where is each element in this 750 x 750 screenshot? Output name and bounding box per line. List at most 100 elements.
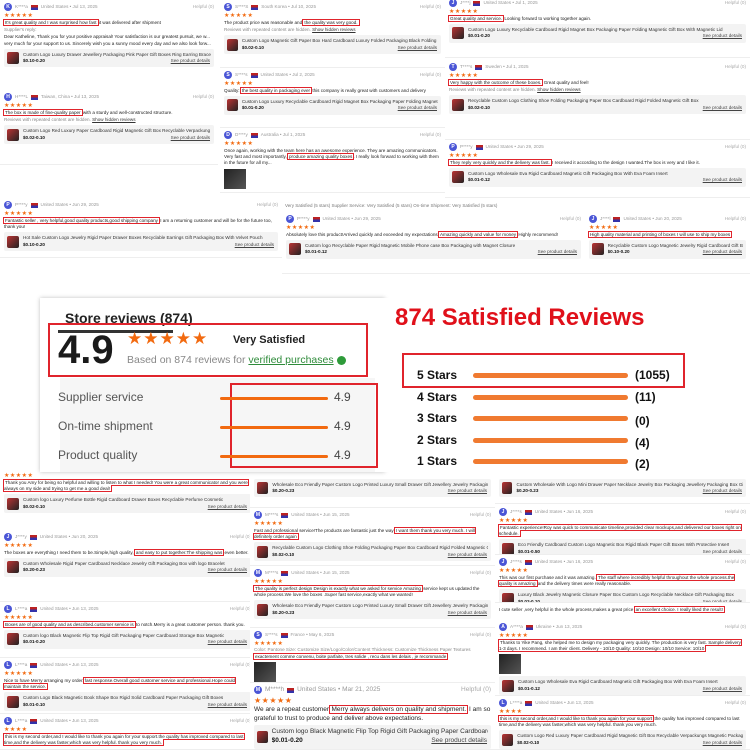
helpful-button[interactable]: Helpful (0) (469, 569, 491, 575)
product-title[interactable]: Custom Logo Wholesale Eva Rigid Cardboar… (468, 171, 668, 177)
product-card[interactable]: Wholesale Eco Friendly Paper Custom Logo… (254, 479, 491, 498)
helpful-button[interactable]: Helpful (0) (229, 533, 251, 539)
review-photo[interactable] (224, 168, 246, 189)
review-photo[interactable] (254, 662, 276, 682)
see-product-details-link[interactable]: See product details (702, 598, 742, 603)
review-photo[interactable] (499, 654, 521, 675)
see-product-details-link[interactable]: See product details (447, 488, 487, 494)
see-product-details-link[interactable]: See product details (447, 551, 487, 557)
see-product-details-link[interactable]: See product details (537, 249, 577, 255)
product-card[interactable]: Custom Logo Black Magnetic Book Shape Bo… (4, 692, 251, 711)
helpful-button[interactable]: Helpful (0) (724, 0, 746, 5)
helpful-button[interactable]: Helpful (0) (724, 699, 746, 705)
see-product-details-link[interactable]: See product details (702, 104, 742, 110)
see-product-details-link[interactable]: See product details (702, 249, 742, 255)
product-title[interactable]: Custom Logo Luxury Recyclable Cardboard … (241, 99, 438, 105)
product-title[interactable]: Custom Logo Wholesale Eva Rigid Cardboar… (518, 679, 718, 685)
product-card[interactable]: Recyclable Custom Logo Clothing Shoe Fol… (449, 95, 746, 114)
verified-purchases-link[interactable]: verified purchases (248, 354, 334, 366)
product-card[interactable]: Wholesale Eco Friendly Paper Custom Logo… (254, 600, 491, 619)
product-title[interactable]: Custom Logo Red Luxury Paper Cardboard R… (23, 128, 211, 134)
store-reviews-title[interactable]: Store reviews (874) (65, 310, 193, 326)
product-title[interactable]: Custom Logo Red Luxury Paper Cardboard R… (517, 733, 743, 739)
see-product-details-link[interactable]: See product details (397, 105, 437, 111)
see-product-details-link[interactable]: See product details (702, 548, 742, 554)
product-card[interactable]: Custom Logo Luxury Recyclable Cardboard … (224, 96, 441, 115)
product-title[interactable]: Eco Friendly Cardboard Custom Logo Magne… (518, 542, 730, 548)
see-product-details-link[interactable]: See product details (207, 567, 247, 573)
product-title[interactable]: Custom logo Black Magnetic Flip Top Rigi… (271, 728, 488, 736)
see-product-details-link[interactable]: See product details (207, 639, 247, 645)
helpful-button[interactable]: Helpful (0) (724, 508, 746, 514)
product-title[interactable]: Custom Logo Black Magnetic Book Shape Bo… (23, 695, 224, 701)
product-card[interactable]: Eco Friendly Cardboard Custom Logo Magne… (499, 539, 746, 554)
product-card[interactable]: Custom Wholesale With Logo Mini Drawer P… (499, 479, 746, 498)
helpful-button[interactable]: Helpful (0) (192, 3, 214, 9)
product-card[interactable]: Custom Logo Wholesale Eva Rigid Cardboar… (449, 168, 746, 187)
product-title[interactable]: Custom Logo Luxury Drawer Jewellery Pack… (23, 51, 211, 57)
product-card[interactable]: Custom Wholesale Rigid Paper Cardboard N… (4, 558, 251, 577)
show-hidden-reviews-link[interactable]: Show hidden reviews (312, 27, 356, 33)
see-product-details-link[interactable]: See product details (702, 739, 742, 745)
product-title[interactable]: Custom Logo Luxury Recyclable Cardboard … (468, 27, 723, 33)
show-hidden-reviews-link[interactable]: Show hidden reviews (537, 87, 581, 93)
product-card[interactable]: Luxury Black Jewelry Magnetic Closure Pa… (499, 589, 746, 603)
see-product-details-link[interactable]: See product details (207, 503, 247, 509)
product-title[interactable]: Hot Sale Custom Logo Jewelry Rigid Paper… (23, 235, 263, 241)
helpful-button[interactable]: Helpful (0) (724, 143, 746, 149)
helpful-button[interactable]: Helpful (0) (229, 605, 251, 611)
helpful-button[interactable]: Helpful (0) (559, 215, 581, 221)
product-card[interactable]: Custom Logo Wholesale Eva Rigid Cardboar… (499, 676, 746, 695)
product-title[interactable]: Custom Wholesale Rigid Paper Cardboard N… (23, 561, 225, 567)
helpful-button[interactable]: Helpful (0) (419, 71, 441, 77)
product-title[interactable]: Custom logo Luxury Perfume Bottle Rigid … (23, 497, 224, 503)
helpful-button[interactable]: Helpful (0) (229, 717, 251, 723)
see-product-details-link[interactable]: See product details (207, 701, 247, 707)
product-card[interactable]: Custom logo Recyclable Paper Rigid Magne… (286, 240, 581, 259)
see-product-details-link[interactable]: See product details (702, 33, 742, 39)
helpful-button[interactable]: Helpful (0) (256, 201, 278, 207)
product-card[interactable]: Custom logo Luxury Perfume Bottle Rigid … (4, 494, 251, 513)
product-title[interactable]: Wholesale Eco Friendly Paper Custom Logo… (272, 603, 488, 609)
see-product-details-link[interactable]: See product details (170, 57, 210, 63)
helpful-button[interactable]: Helpful (0) (419, 131, 441, 137)
product-title[interactable]: Recyclable Custom Logo Magnetic Jewelry … (607, 243, 743, 249)
helpful-button[interactable]: Helpful (0) (192, 93, 214, 99)
product-title[interactable]: Recyclable Custom Logo Clothing Shoe Fol… (272, 545, 488, 551)
show-hidden-reviews-link[interactable]: Show hidden reviews (92, 117, 136, 123)
product-card[interactable]: Custom logo Black Magnetic Flip Top Rigi… (254, 725, 491, 749)
see-product-details-link[interactable]: See product details (397, 44, 437, 50)
helpful-button[interactable]: Helpful (0) (469, 511, 491, 517)
product-title[interactable]: Luxury Black Jewelry Magnetic Closure Pa… (518, 592, 734, 598)
product-title[interactable]: Custom logo Recyclable Paper Rigid Magne… (305, 243, 516, 249)
see-product-details-link[interactable]: See product details (702, 488, 742, 494)
see-product-details-link[interactable]: See product details (431, 737, 487, 745)
helpful-button[interactable]: Helpful (0) (724, 63, 746, 69)
product-card[interactable]: Hot Sale Custom Logo Jewelry Rigid Paper… (4, 232, 278, 251)
product-card[interactable]: Custom Logo Luxury Drawer Jewellery Pack… (4, 48, 214, 68)
product-card[interactable]: Recyclable Custom Logo Magnetic Jewelry … (589, 240, 746, 259)
helpful-button[interactable]: Helpful (0) (461, 686, 491, 693)
helpful-button[interactable]: Helpful (0) (724, 215, 746, 221)
product-card[interactable]: Custom Logo Red Luxury Paper Cardboard R… (4, 125, 214, 144)
helpful-button[interactable]: Helpful (0) (419, 3, 441, 9)
product-title[interactable]: Custom Logo Magnetic Gift Paper Box Hard… (241, 38, 438, 44)
product-card[interactable]: Custom Logo Luxury Recyclable Cardboard … (449, 24, 746, 43)
product-card[interactable]: Custom logo Black Magnetic Flip Top Rigi… (4, 630, 251, 649)
product-title[interactable]: Custom logo Black Magnetic Flip Top Rigi… (23, 633, 225, 639)
helpful-button[interactable]: Helpful (0) (469, 631, 491, 637)
see-product-details-link[interactable]: See product details (447, 609, 487, 615)
product-title[interactable]: Custom Wholesale With Logo Mini Drawer P… (516, 482, 743, 487)
helpful-button[interactable]: Helpful (0) (229, 661, 251, 667)
see-product-details-link[interactable]: See product details (702, 177, 742, 183)
see-product-details-link[interactable]: See product details (170, 134, 210, 140)
see-product-details-link[interactable]: See product details (702, 685, 742, 691)
product-card[interactable]: Recyclable Custom Logo Clothing Shoe Fol… (254, 542, 491, 561)
product-title[interactable]: Recyclable Custom Logo Clothing Shoe Fol… (468, 98, 699, 104)
product-title[interactable]: Wholesale Eco Friendly Paper Custom Logo… (272, 482, 488, 487)
helpful-button[interactable]: Helpful (0) (724, 558, 746, 564)
helpful-button[interactable]: Helpful (0) (724, 623, 746, 629)
product-card[interactable]: Custom Logo Magnetic Gift Paper Box Hard… (224, 35, 441, 54)
see-product-details-link[interactable]: See product details (234, 241, 274, 247)
product-card[interactable]: Custom Logo Red Luxury Paper Cardboard R… (499, 730, 746, 749)
